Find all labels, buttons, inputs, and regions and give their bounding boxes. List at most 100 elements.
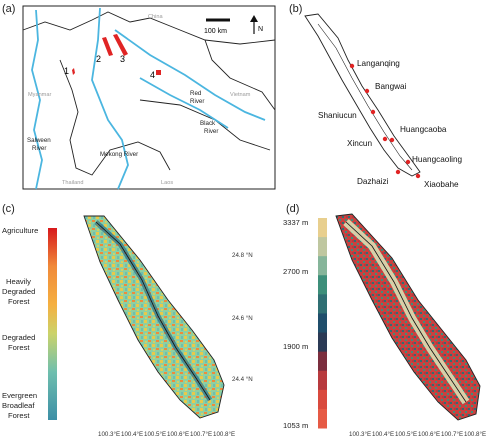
legend-evergreen-2: Broadleaf [2, 401, 35, 410]
site-xincun-dot [382, 136, 388, 142]
salween-label-1: Salween [27, 137, 51, 144]
legend-agriculture: Agriculture [2, 226, 38, 235]
legend-heavily-1: Heavily [6, 277, 31, 286]
panel-b-letter: (b) [289, 3, 302, 15]
panel-b-river [317, 23, 413, 171]
elev-tick-1900: 1900 m [283, 342, 308, 351]
elev-tick-3337: 3337 m [283, 218, 308, 227]
country-vietnam: Vietnam [230, 92, 251, 98]
elevation-river [345, 221, 467, 403]
salween-label-2: River [32, 145, 46, 152]
north-label: N [258, 26, 263, 33]
c-lon-tick-5: 100.7°E [190, 431, 212, 438]
black-river-label-1: Black [200, 120, 216, 127]
c-lon-tick-2: 100.4°E [121, 431, 143, 438]
c-lon-tick-3: 100.5°E [144, 431, 166, 438]
site-bangwai-label: Bangwai [375, 82, 407, 91]
site-xiaobahe-dot [415, 173, 421, 179]
site-langanqing-label: Langanqing [357, 59, 400, 68]
habitat-river [95, 221, 211, 401]
salween-river-line [31, 9, 43, 190]
panel-c-letter: (c) [2, 203, 15, 215]
panel-c: (c) Agriculture Heavily Degraded Forest … [2, 203, 253, 438]
d-lon-tick-4: 100.6°E [418, 431, 440, 438]
panel-b: (b) Langanqing Bangwai Shaniucun Huangca… [289, 3, 463, 189]
legend-degraded-2: Forest [8, 343, 30, 352]
red-river-label-1: Red [190, 90, 202, 97]
d-lon-tick-1: 100.3°E [349, 431, 371, 438]
site-huangcaoling-label: Huangcaoling [412, 155, 463, 164]
d-lon-tick-5: 100.7°E [441, 431, 463, 438]
scale-label: 100 km [204, 28, 227, 35]
panel-a: (a) 1 2 3 4 China Myanmar Vietnam Thaila… [2, 3, 276, 190]
site-xincun-label: Xincun [347, 139, 372, 148]
site-huangcaoba-dot [389, 137, 395, 143]
site-langanqing-dot [349, 63, 355, 69]
legend-heavily-3: Forest [8, 297, 30, 306]
mekong-label: Mekong River [100, 151, 138, 158]
site-shaniucun-dot [370, 109, 376, 115]
site-4-marker [156, 70, 161, 75]
c-lon-tick-1: 100.3°E [98, 431, 120, 438]
elevation-legend-step [318, 370, 327, 391]
country-laos: Laos [161, 180, 173, 186]
elevation-legend-step [318, 313, 327, 334]
site-1-marker [72, 68, 75, 75]
black-river-label-2: River [204, 128, 218, 135]
c-lon-tick-4: 100.6°E [167, 431, 189, 438]
elev-tick-2700: 2700 m [283, 267, 308, 276]
elevation-legend-step [318, 218, 327, 238]
lat-tick-3: 24.4 °N [232, 376, 253, 383]
panel-a-frame [22, 5, 276, 190]
country-thailand: Thailand [62, 180, 83, 186]
site-3-label: 3 [120, 54, 125, 64]
elevation-legend-step [318, 389, 327, 410]
panel-d-letter: (d) [286, 203, 299, 215]
legend-heavily-2: Degraded [2, 287, 35, 296]
panel-b-outline [304, 13, 421, 177]
mekong-river-line [91, 7, 129, 190]
coast-line [204, 39, 276, 111]
elevation-legend [318, 218, 327, 429]
site-xiaobahe-label: Xiaobahe [424, 180, 459, 189]
legend-evergreen-3: Forest [8, 411, 30, 420]
c-lon-tick-6: 100.8°E [213, 431, 235, 438]
elevation-legend-step [318, 332, 327, 353]
elevation-legend-step [318, 275, 327, 295]
site-dazhaizi-dot [395, 169, 401, 175]
elev-tick-1053: 1053 m [283, 421, 308, 430]
elevation-legend-step [318, 294, 327, 314]
site-2-label: 2 [96, 54, 101, 64]
lat-tick-1: 24.8 °N [232, 252, 253, 259]
d-lon-tick-3: 100.5°E [395, 431, 417, 438]
d-lon-tick-6: 100.8°E [464, 431, 486, 438]
myanmar-border [59, 59, 171, 176]
site-huangcaoba-label: Huangcaoba [400, 125, 447, 134]
elevation-legend-step [318, 351, 327, 372]
legend-evergreen-1: Evergreen [2, 391, 37, 400]
red-river-label-2: River [190, 98, 204, 105]
country-myanmar: Myanmar [28, 92, 51, 98]
habitat-legend-bar [48, 228, 57, 420]
country-china: China [148, 14, 164, 20]
lat-tick-2: 24.6 °N [232, 315, 253, 322]
elevation-legend-step [318, 237, 327, 257]
panel-a-letter: (a) [2, 3, 15, 15]
legend-degraded-1: Degraded [2, 333, 35, 342]
site-4-label: 4 [150, 70, 155, 80]
site-2-marker [102, 37, 113, 56]
north-arrow-head-icon [250, 15, 258, 22]
site-shaniucun-label: Shaniucun [318, 111, 357, 120]
panel-d: (d) 3337 m 2700 m 1900 m 1053 m 100.3°E … [283, 203, 486, 438]
d-lon-tick-2: 100.4°E [372, 431, 394, 438]
site-3-marker [113, 34, 128, 56]
site-1-label: 1 [64, 66, 69, 76]
red-river-line [114, 29, 266, 121]
elevation-legend-step [318, 256, 327, 276]
china-border [22, 11, 276, 45]
site-huangcaoling-dot [405, 159, 411, 165]
site-dazhaizi-label: Dazhaizi [357, 177, 389, 186]
elevation-legend-step [318, 408, 327, 429]
site-bangwai-dot [364, 88, 370, 94]
